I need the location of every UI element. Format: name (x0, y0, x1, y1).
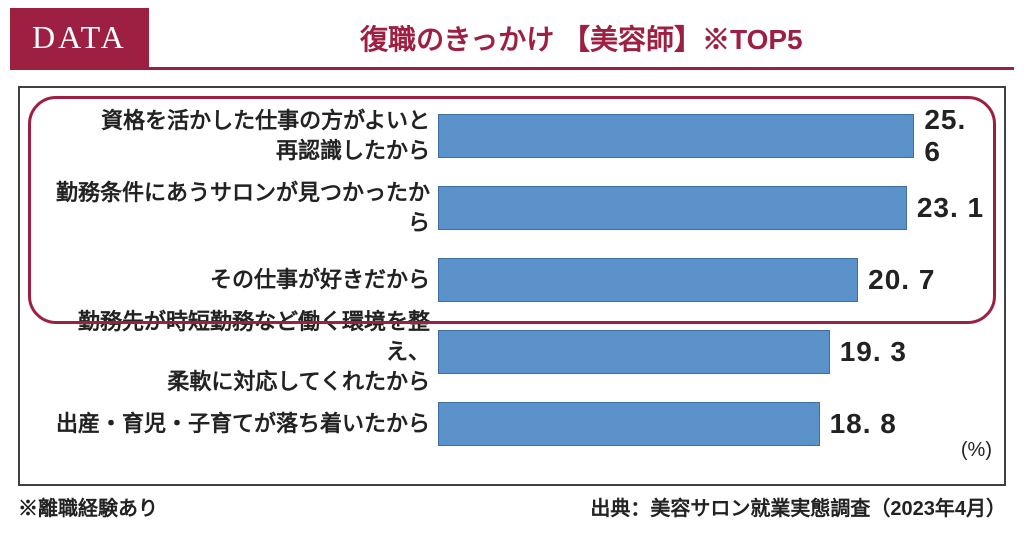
chart-row: 勤務先が時短勤務など働く環境を整え、 柔軟に対応してくれたから19. 3 (38, 316, 986, 388)
bar (438, 258, 858, 302)
bar-container: 19. 3 (438, 330, 986, 374)
row-label: その仕事が好きだから (38, 265, 438, 295)
chart-row: 出産・育児・子育てが落ち着いたから 18. 8 (38, 388, 986, 460)
bar (438, 114, 914, 158)
bar (438, 186, 907, 230)
footer: ※離職経験あり 出典：美容サロン就業実態調査（2023年4月） (18, 492, 1006, 521)
row-value: 20. 7 (868, 264, 935, 296)
chart-row: 勤務条件にあうサロンが見つかったから 23. 1 (38, 172, 986, 244)
row-label: 資格を活かした仕事の方がよいと 再認識したから (38, 106, 438, 165)
chart-title: 復職のきっかけ 【美容師】※TOP5 (149, 8, 1014, 67)
header: DATA 復職のきっかけ 【美容師】※TOP5 (10, 8, 1014, 70)
source: 出典：美容サロン就業実態調査（2023年4月） (590, 492, 1006, 521)
chart-row: その仕事が好きだから 20. 7 (38, 244, 986, 316)
unit-label: (%) (961, 439, 992, 462)
footnote: ※離職経験あり (18, 492, 158, 521)
chart-row: 資格を活かした仕事の方がよいと 再認識したから25. 6 (38, 100, 986, 172)
data-badge: DATA (10, 8, 149, 67)
bar-container: 20. 7 (438, 258, 986, 302)
row-value: 18. 8 (830, 408, 897, 440)
row-value: 25. 6 (924, 104, 986, 168)
bar-container: 23. 1 (438, 186, 986, 230)
bar (438, 330, 830, 374)
row-label: 勤務条件にあうサロンが見つかったから (38, 178, 438, 237)
row-value: 19. 3 (840, 336, 907, 368)
bar (438, 402, 820, 446)
row-label: 勤務先が時短勤務など働く環境を整え、 柔軟に対応してくれたから (38, 307, 438, 396)
bar-container: 25. 6 (438, 114, 986, 158)
bar-container: 18. 8 (438, 402, 986, 446)
row-label: 出産・育児・子育てが落ち着いたから (38, 409, 438, 439)
chart-frame: 資格を活かした仕事の方がよいと 再認識したから25. 6勤務条件にあうサロンが見… (18, 86, 1006, 486)
row-value: 23. 1 (917, 192, 984, 224)
